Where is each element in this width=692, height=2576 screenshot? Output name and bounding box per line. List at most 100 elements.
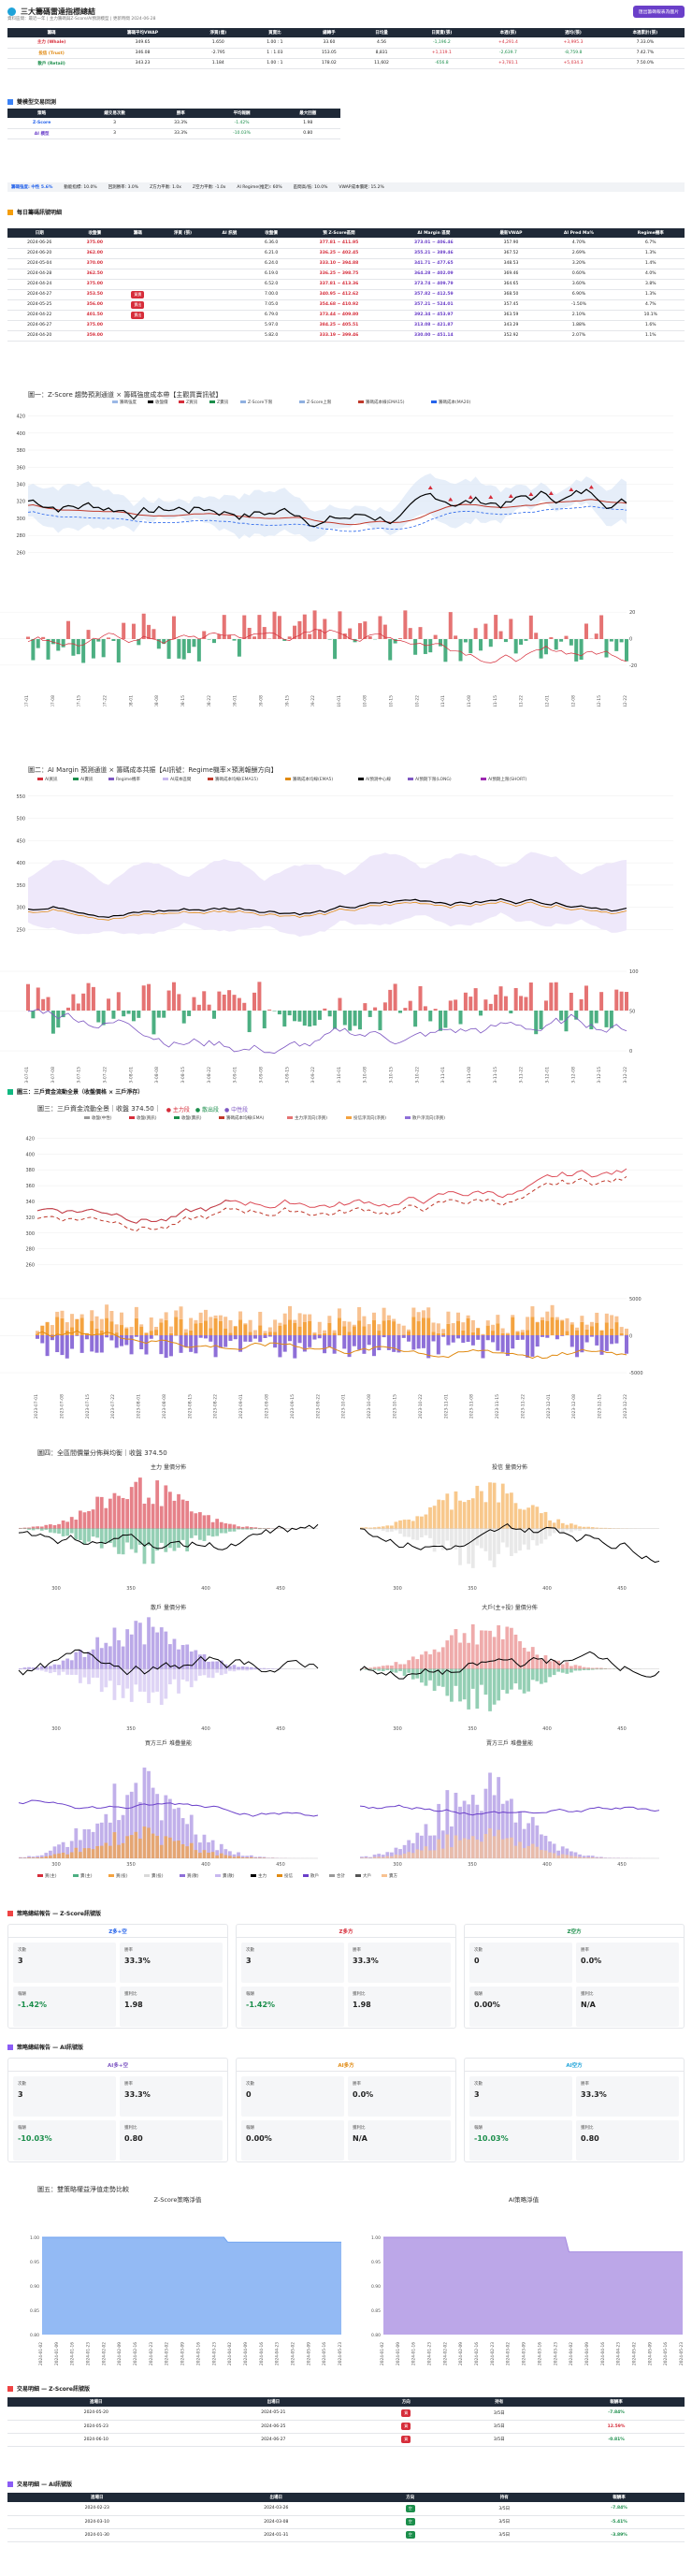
bar-mark [342,1326,347,1335]
bar-mark [52,1668,57,1673]
bar-mark [273,1332,278,1335]
bar-mark [569,1851,573,1858]
bar-mark [458,1011,463,1025]
bar-mark [215,1528,220,1536]
legend-swatch [174,1116,180,1119]
bar-mark [31,639,36,661]
bar-mark [99,1668,104,1693]
bar-mark [440,1528,445,1550]
bar-mark [496,1315,500,1324]
bar-mark [458,1500,462,1529]
bar-mark [473,628,478,639]
equity-area [383,2237,683,2335]
ma-line [27,505,627,532]
bar-mark [543,1668,548,1683]
tick-label: 0 [629,1334,632,1340]
bar-mark [31,1011,36,1019]
bar-mark [503,639,508,643]
zscore-section-title: 策略總結報告 — Z-Score訊號版 [7,1909,101,1917]
bar-mark [530,1317,535,1335]
table-cell: 2024-05-25 [7,299,72,311]
bar-mark [242,615,247,639]
bar-mark [364,1527,368,1529]
bar-mark [530,1843,535,1858]
bar-mark [134,1668,138,1685]
date-tick: 2024-01-16 [70,2342,76,2365]
tick-label: 400 [201,1726,210,1732]
table-cell: 空 [366,2515,455,2529]
bar-mark [394,1528,398,1531]
tick-label: 450 [276,1726,285,1732]
bar-mark [69,1517,74,1529]
bar-mark [213,1335,218,1358]
export-button[interactable]: 匯出籌碼報表為圖片 [632,5,685,18]
detail-header-cell: 收盤價 [251,228,292,238]
tick-label: 50 [629,1010,635,1015]
bar-mark [122,1011,126,1017]
bar-mark [415,1528,420,1540]
signal-header-cell: 總交易次數 [76,109,153,118]
table-cell: 363.59 [481,310,541,321]
bar-mark [207,1515,210,1529]
bar-mark [168,1335,173,1357]
date-tick: 2024-04-02 [227,2342,233,2365]
table-cell: 1.3% [616,289,685,300]
legend-label: 散戶 [310,1872,319,1879]
bar-mark [273,1319,278,1332]
panel-title: 投信 量價分佈 [492,1463,527,1471]
bar-mark [218,1315,223,1321]
bar-mark [586,1528,591,1530]
table-cell: 1.650 [189,37,247,49]
bar-mark [245,1666,250,1669]
tick-label: 0.80 [30,2333,39,2338]
tick-label: 100 [629,969,639,975]
metric-label: 獲利比 [124,2126,137,2131]
bar-mark [245,1668,250,1671]
bar-mark [347,1321,352,1332]
bar-mark [579,998,584,1011]
bar-mark [565,1317,569,1332]
bar-mark [420,1668,424,1683]
date-tick: 2024-03-02 [165,2342,170,2365]
bar-mark [60,1317,65,1335]
table-cell: 8,831 [354,48,409,59]
bar-mark [57,1528,61,1535]
bar-mark [353,639,357,643]
table-row: Z-Score 3 33.3% -1.42% 1.98 [7,118,340,129]
bar-mark [138,1623,142,1669]
bar-mark [323,619,327,639]
date-tick: 2023-07-22 [102,695,108,706]
table-cell [157,269,209,280]
bar-mark [467,1528,471,1565]
bar-mark [500,1668,505,1690]
bar-mark [579,639,584,661]
bar-mark [421,1310,425,1318]
table-cell: 4.56 [354,37,409,49]
bar-mark [377,1854,382,1858]
bar-mark [463,639,468,643]
card-grid: 次數 3 勝率 33.3% 報酬 -10.03% 獲利比 0.80 [8,2072,227,2165]
bar-mark [599,1528,603,1530]
bar-mark [117,1668,121,1685]
bar-mark [386,1319,391,1335]
bar-mark [164,1795,168,1858]
bar-mark [431,1332,436,1335]
bar-mark [79,1510,82,1529]
bar-mark [454,1528,458,1550]
bar-mark [22,1668,27,1670]
tick-label: 280 [25,1247,35,1253]
bar-mark [462,1528,467,1545]
bar-mark [497,1668,501,1701]
tick-label: 0.90 [371,2284,381,2290]
bar-mark [480,1811,483,1858]
bar-mark [582,1668,586,1670]
detail-section-title: 每日籌碼訊號明細 [7,208,62,216]
bar-mark [317,1011,322,1020]
card-grid: 次數 0 勝率 0.0% 報酬 0.00% 獲利比 N/A [237,2072,455,2165]
bar-mark [249,1856,253,1858]
card-title: AI空方 [465,2059,684,2072]
signal-table-wrap: 策略 總交易次數 勝率 平均報酬 最大回撤 Z-Score 3 33.3% -1.42% 1.98… [7,109,340,139]
bar-mark [368,1668,372,1670]
page-subtitle: 資料區間：最近一年 | 主力籌碼與Z-Score/AI預測模型 | 更新時間 2… [7,17,156,22]
bar-mark [262,1667,267,1669]
